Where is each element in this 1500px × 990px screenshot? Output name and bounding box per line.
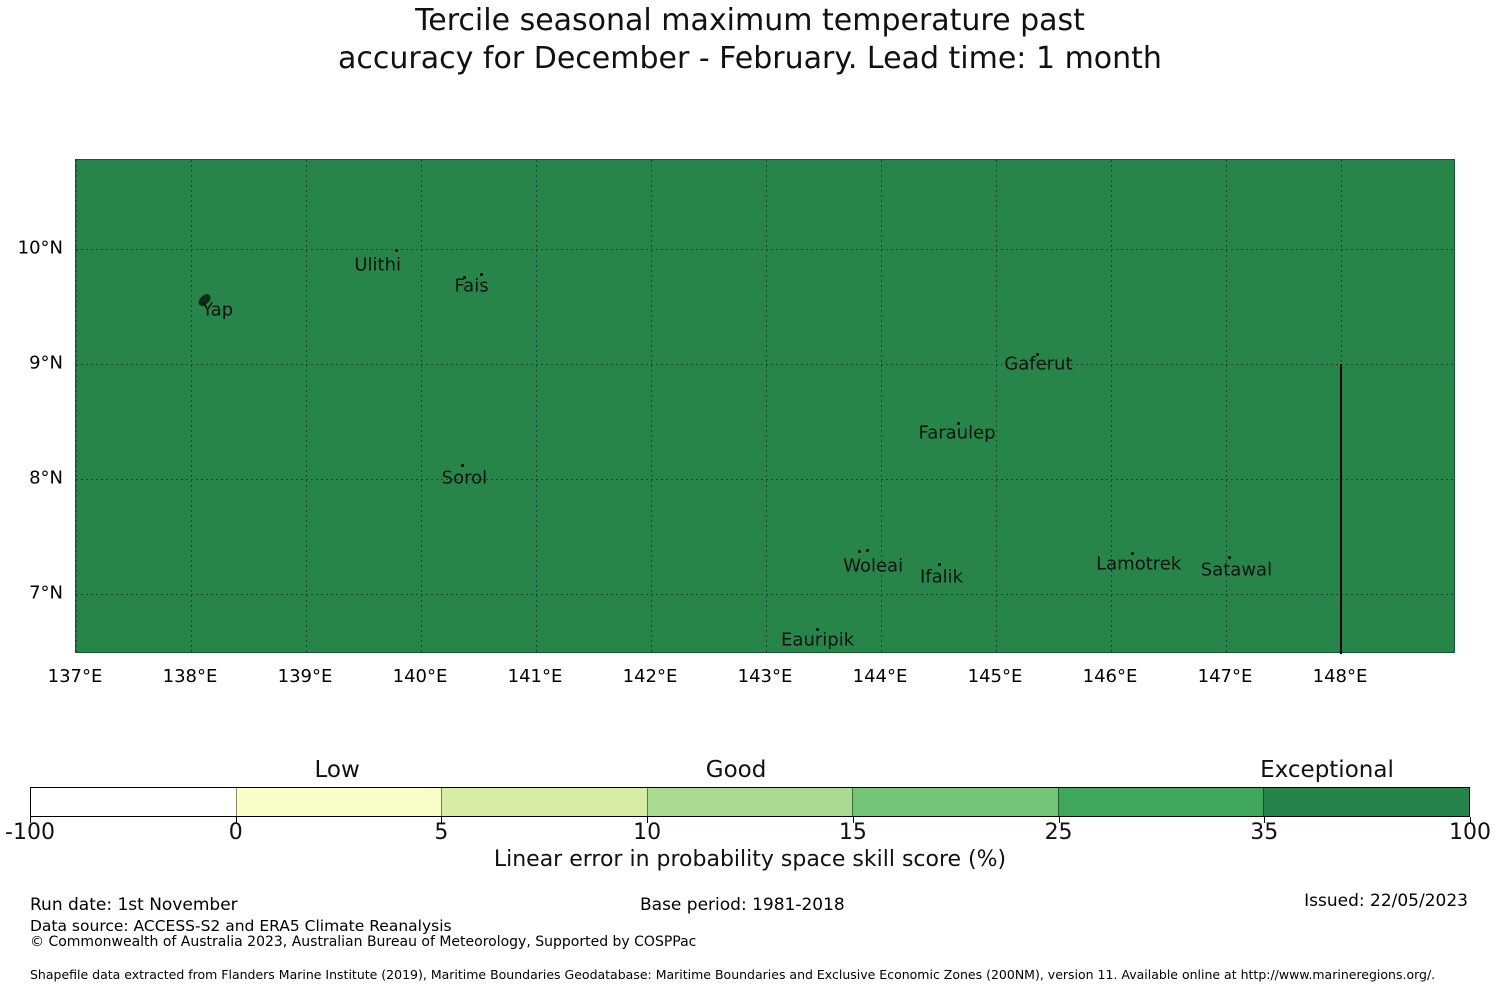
base-period-text: Base period: 1981-2018 <box>640 895 845 915</box>
colorbar-segment-5 <box>1057 788 1264 816</box>
island-dot-satawal <box>1228 556 1232 560</box>
y-tick-label: 7°N <box>29 582 63 604</box>
island-dot-ifalik <box>937 563 941 567</box>
eez-boundary-line <box>1340 364 1342 654</box>
colorbar-category-good: Good <box>705 757 767 783</box>
colorbar <box>30 787 1470 817</box>
island-dot-lamotrek <box>1130 551 1134 555</box>
x-tick-label: 139°E <box>277 666 333 687</box>
x-tick-label: 137°E <box>47 666 103 687</box>
colorbar-tick <box>1470 817 1471 823</box>
colorbar-tick <box>441 817 443 823</box>
gridline-parallel <box>76 594 1454 595</box>
colorbar-tick-label: 15 <box>838 820 867 845</box>
island-dot-fais <box>462 275 466 279</box>
x-tick-label: 145°E <box>967 666 1023 687</box>
gridline-meridian <box>536 160 537 652</box>
island-label-woleai: Woleai <box>843 555 904 577</box>
gridline-meridian <box>421 160 422 652</box>
island-label-gaferut: Gaferut <box>1004 353 1073 375</box>
gridline-meridian <box>1226 160 1227 652</box>
data-source-text: Data source: ACCESS-S2 and ERA5 Climate … <box>30 917 452 935</box>
island-label-satawal: Satawal <box>1200 559 1273 581</box>
gridline-meridian <box>881 160 882 652</box>
gridline-meridian <box>306 160 307 652</box>
colorbar-tick-label: 25 <box>1044 820 1073 845</box>
run-date-text: Run date: 1st November <box>30 895 238 915</box>
x-tick-label: 140°E <box>392 666 448 687</box>
colorbar-tick <box>1264 817 1266 823</box>
colorbar-tick-label: 5 <box>434 820 449 845</box>
gridline-meridian <box>766 160 767 652</box>
x-tick-label: 143°E <box>737 666 793 687</box>
island-dot-faraulep <box>957 421 961 425</box>
colorbar-tick <box>30 817 31 823</box>
gridline-meridian <box>996 160 997 652</box>
x-tick-label: 144°E <box>852 666 908 687</box>
issued-date-text: Issued: 22/05/2023 <box>1304 891 1468 911</box>
figure-title-line1: Tercile seasonal maximum temperature pas… <box>415 3 1085 38</box>
colorbar-tick <box>235 817 237 823</box>
y-tick-label: 10°N <box>17 237 63 259</box>
colorbar-tick <box>852 817 854 823</box>
colorbar-axis-label: Linear error in probability space skill … <box>493 847 1007 872</box>
island-label-ifalik: Ifalik <box>919 566 964 588</box>
island-dot-eauripik <box>815 627 819 631</box>
island-label-ulithi: Ulithi <box>354 254 402 276</box>
map-area: Yap Ulithi Fais Sorol Gaferut Faraulep Woleai I… <box>75 159 1455 654</box>
gridline-meridian <box>191 160 192 652</box>
gridline-meridian <box>651 160 652 652</box>
island-dot-sorol <box>461 464 465 468</box>
island-dot-woleai <box>858 550 862 554</box>
y-tick-label: 8°N <box>29 467 63 489</box>
colorbar-category-exceptional: Exceptional <box>1260 757 1394 783</box>
figure-title: Tercile seasonal maximum temperature pas… <box>0 2 1500 78</box>
figure-title-line2: accuracy for December - February. Lead t… <box>338 41 1162 76</box>
colorbar-segment-1 <box>235 788 442 816</box>
island-label-fais: Fais <box>454 275 489 297</box>
x-tick-label: 147°E <box>1197 666 1253 687</box>
island-dot-gaferut <box>1036 352 1040 356</box>
island-label-sorol: Sorol <box>441 467 488 489</box>
shapefile-note-text: Shapefile data extracted from Flanders M… <box>30 967 1436 982</box>
island-label-yap: Yap <box>202 299 234 321</box>
colorbar-segment-6 <box>1263 788 1470 816</box>
gridline-meridian <box>76 160 77 652</box>
colorbar-tick-label: 100 <box>1449 820 1491 845</box>
x-tick-label: 146°E <box>1082 666 1138 687</box>
colorbar-tick-label: 35 <box>1250 820 1279 845</box>
x-tick-label: 142°E <box>622 666 678 687</box>
colorbar-category-low: Low <box>314 757 360 783</box>
x-tick-label: 138°E <box>162 666 218 687</box>
colorbar-segment-2 <box>441 788 647 816</box>
island-label-faraulep: Faraulep <box>918 422 996 444</box>
island-label-lamotrek: Lamotrek <box>1096 553 1182 575</box>
colorbar-tick <box>647 817 649 823</box>
colorbar-tick <box>1058 817 1060 823</box>
colorbar-tick-label: 0 <box>228 820 243 845</box>
y-tick-label: 9°N <box>29 352 63 374</box>
gridline-parallel <box>76 479 1454 480</box>
island-dot-fais <box>479 273 483 277</box>
colorbar-segment-0 <box>31 788 236 816</box>
copyright-text: © Commonwealth of Australia 2023, Austra… <box>30 934 697 950</box>
x-tick-label: 141°E <box>507 666 563 687</box>
island-dot-woleai <box>866 549 870 553</box>
island-dot-ulithi <box>394 249 398 253</box>
colorbar-tick-label: 10 <box>633 820 662 845</box>
colorbar-segment-3 <box>646 788 853 816</box>
gridline-meridian <box>1111 160 1112 652</box>
colorbar-tick-label: -100 <box>5 820 55 845</box>
gridline-parallel <box>76 364 1454 365</box>
gridline-parallel <box>76 249 1454 250</box>
island-label-eauripik: Eauripik <box>781 629 855 650</box>
colorbar-segment-4 <box>852 788 1058 816</box>
colorbar-category-labels: Low Good Exceptional <box>0 757 1500 787</box>
x-tick-label: 148°E <box>1312 666 1368 687</box>
